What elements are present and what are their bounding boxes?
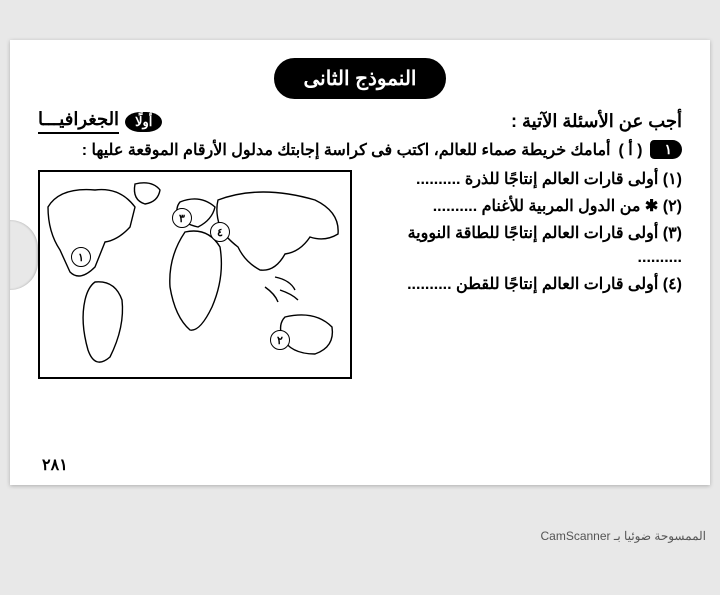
model-title: النموذج الثانى (274, 58, 447, 99)
list-item: (١) أولى قارات العالم إنتاجًا للذرة ....… (366, 168, 682, 193)
list-item: (٣) أولى قارات العالم إنتاجًا للطاقة الن… (366, 222, 682, 272)
map-marker: ١ (71, 247, 91, 267)
list-item: (٤) أولى قارات العالم إنتاجًا للقطن ....… (366, 273, 682, 298)
subject-block: أولًا الجغرافيـــا (38, 109, 162, 134)
world-map-svg (40, 172, 350, 377)
scanned-page: النموذج الثانى أجب عن الأسئلة الآتية : أ… (10, 40, 710, 485)
question-line: ١ ( أ ) أمامك خريطة صماء للعالم، اكتب فى… (38, 140, 682, 160)
content-row: (١) أولى قارات العالم إنتاجًا للذرة ....… (38, 166, 682, 379)
title-container: النموذج الثانى (38, 58, 682, 99)
map-marker: ٤ (210, 222, 230, 242)
world-map: ١ ٤ ٣ ٢ (38, 170, 352, 379)
page-notch (10, 220, 38, 290)
map-marker: ٣ (172, 208, 192, 228)
answer-heading: أجب عن الأسئلة الآتية : (511, 111, 682, 132)
question-prefix: ( أ ) (618, 140, 642, 160)
items-list: (١) أولى قارات العالم إنتاجًا للذرة ....… (366, 166, 682, 379)
question-number: ١ (650, 140, 682, 159)
map-marker: ٢ (270, 330, 290, 350)
scanner-watermark: الممسوحة ضوئيا بـ CamScanner (540, 529, 706, 543)
heading-row: أجب عن الأسئلة الآتية : أولًا الجغرافيــ… (38, 109, 682, 134)
question-text: أمامك خريطة صماء للعالم، اكتب فى كراسة إ… (38, 140, 610, 160)
page-number: ٢٨١ (42, 455, 68, 475)
subject-label: الجغرافيـــا (38, 109, 119, 134)
first-badge: أولًا (125, 112, 162, 132)
list-item: (٢) ✱ من الدول المربية للأغنام .........… (366, 195, 682, 220)
